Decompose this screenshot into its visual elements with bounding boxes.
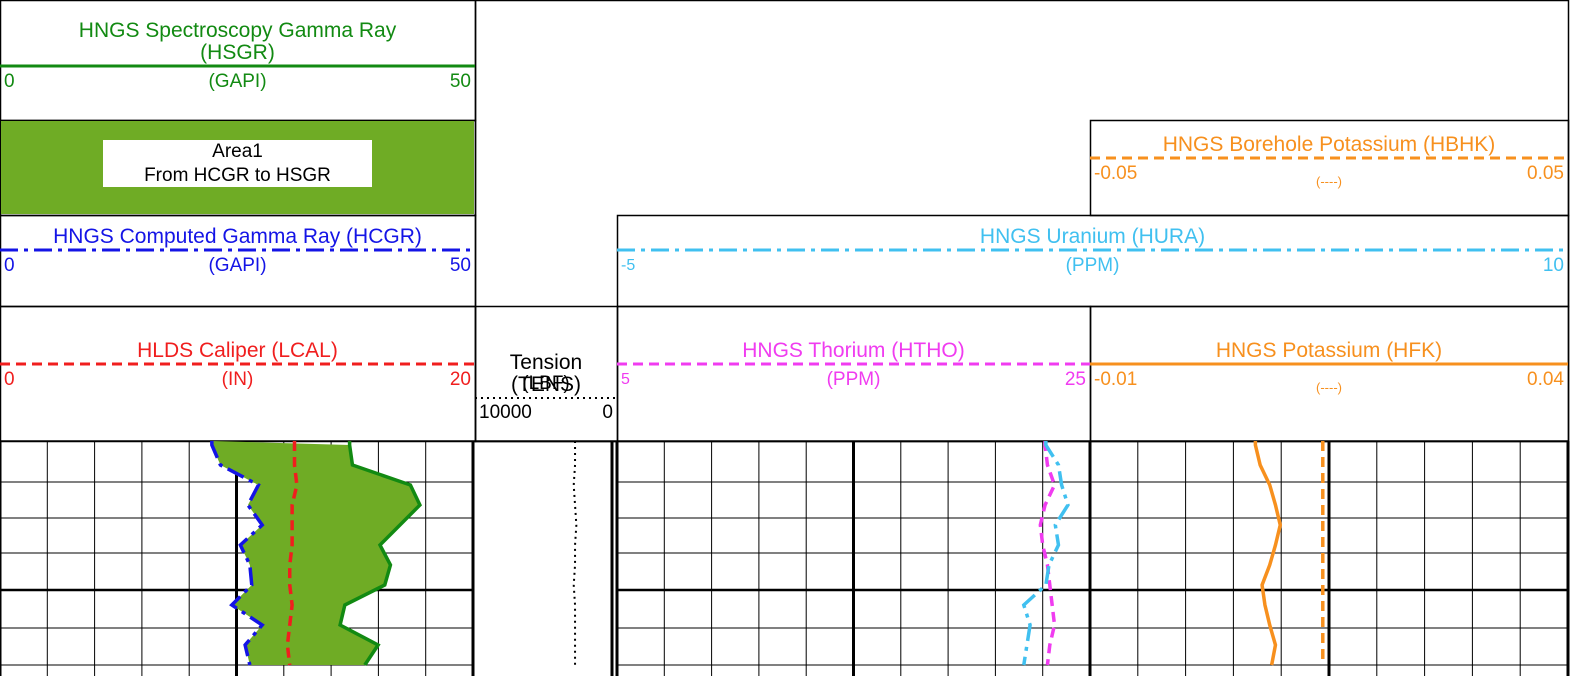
curve (1021, 441, 1070, 666)
curve-title: HLDS Caliper (LCAL) (137, 339, 338, 362)
curve-title: HNGS Computed Gamma Ray (HCGR) (53, 225, 422, 248)
curve-title: HNGS Thorium (HTHO) (742, 339, 965, 362)
scale-left: 0 (4, 71, 15, 92)
scale-left: 0 (4, 255, 15, 276)
scale-right: 10 (1542, 255, 1564, 276)
scale-left: -5 (621, 257, 636, 274)
area-fill (211, 441, 420, 665)
scale-left: 10000 (479, 402, 532, 423)
scale-left: -0.01 (1094, 369, 1138, 390)
scale-left: 5 (621, 371, 630, 388)
curve-unit: (PPM) (1065, 255, 1120, 276)
scale-right: 0 (602, 402, 613, 423)
curve-unit: (IN) (221, 369, 254, 390)
scale-right: 0.05 (1527, 163, 1564, 184)
curve-unit: (----) (1316, 174, 1342, 189)
scale-left: -0.05 (1094, 163, 1138, 184)
area-label-box (103, 140, 372, 187)
scale-right: 20 (449, 369, 471, 390)
area-text: From HCGR to HSGR (144, 165, 331, 186)
scale-right: 50 (449, 255, 471, 276)
curve-title: Tension (TENS) (509, 351, 583, 396)
curve (1253, 441, 1283, 666)
curve-unit: (GAPI) (208, 255, 267, 276)
curve-title: HNGS Potassium (HFK) (1215, 339, 1443, 362)
curve-title: HNGS Borehole Potassium (HBHK) (1162, 133, 1496, 156)
curve (572, 441, 578, 665)
curve (1038, 441, 1057, 666)
curve-unit: (LBF) (522, 373, 570, 394)
scale-right: 25 (1064, 369, 1086, 390)
curve-title: HNGS Spectroscopy Gamma Ray (HSGR) (78, 19, 397, 64)
curve-unit: (GAPI) (208, 71, 267, 92)
scale-right: 50 (449, 71, 471, 92)
area-title: Area1 (212, 141, 263, 162)
scale-right: 0.04 (1527, 369, 1564, 390)
curve (210, 441, 265, 666)
curve-title: HNGS Uranium (HURA) (979, 225, 1206, 248)
curve-unit: (----) (1316, 380, 1342, 395)
curve (338, 441, 423, 666)
curve (285, 441, 299, 666)
scale-left: 0 (4, 369, 15, 390)
curve-unit: (PPM) (826, 369, 881, 390)
header-box (1089, 305, 1570, 443)
